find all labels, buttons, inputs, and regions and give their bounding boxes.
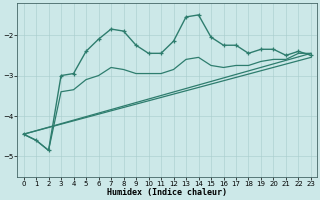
X-axis label: Humidex (Indice chaleur): Humidex (Indice chaleur) bbox=[107, 188, 227, 197]
